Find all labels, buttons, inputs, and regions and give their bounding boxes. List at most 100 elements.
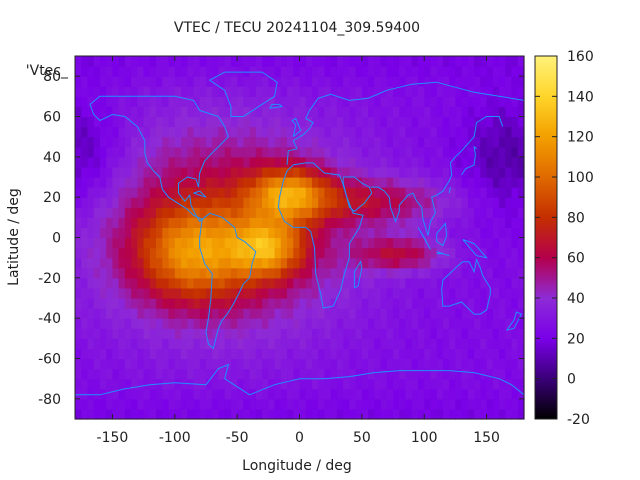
- heatmap-cell: [336, 66, 344, 77]
- heatmap-cell: [405, 358, 413, 370]
- heatmap-cell: [474, 277, 481, 289]
- heatmap-cell: [430, 368, 438, 380]
- heatmap-cell: [318, 338, 326, 350]
- heatmap-cell: [430, 76, 438, 87]
- heatmap-cell: [131, 136, 138, 148]
- heatmap-cell: [205, 197, 213, 208]
- heatmap-cell: [499, 197, 506, 208]
- heatmap-cell: [205, 207, 213, 218]
- heatmap-cell: [99, 126, 107, 138]
- heatmap-cell: [368, 388, 375, 400]
- heatmap-cell: [505, 207, 513, 218]
- heatmap-cell: [380, 318, 388, 329]
- heatmap-cell: [162, 177, 170, 188]
- heatmap-cell: [205, 96, 213, 108]
- heatmap-cell: [486, 358, 494, 370]
- heatmap-cell: [93, 227, 101, 239]
- heatmap-cell: [162, 207, 170, 218]
- heatmap-cell: [361, 298, 369, 309]
- heatmap-cell: [442, 146, 450, 158]
- heatmap-cell: [262, 237, 269, 249]
- heatmap-cell: [118, 227, 126, 239]
- heatmap-cell: [474, 66, 481, 77]
- heatmap-cell: [218, 378, 226, 390]
- heatmap-cell: [143, 257, 151, 269]
- heatmap-cell: [405, 267, 413, 279]
- heatmap-cell: [349, 308, 357, 319]
- heatmap-cell: [355, 207, 363, 218]
- heatmap-cell: [293, 328, 301, 339]
- heatmap-cell: [467, 56, 475, 67]
- heatmap-cell: [124, 227, 132, 239]
- heatmap-cell: [411, 287, 419, 299]
- heatmap-cell: [480, 267, 488, 279]
- heatmap-cell: [355, 368, 363, 380]
- heatmap-cell: [237, 96, 244, 108]
- heatmap-cell: [149, 247, 157, 259]
- heatmap-cell: [174, 298, 182, 309]
- heatmap-cell: [118, 318, 126, 329]
- heatmap-cell: [480, 217, 488, 229]
- heatmap-cell: [399, 398, 407, 410]
- heatmap-cell: [106, 308, 114, 319]
- heatmap-cell: [149, 398, 157, 410]
- heatmap-cell: [505, 126, 513, 138]
- heatmap-cell: [374, 56, 382, 67]
- heatmap-cell: [137, 116, 145, 128]
- heatmap-cell: [505, 76, 513, 87]
- heatmap-cell: [305, 358, 313, 370]
- heatmap-cell: [75, 156, 82, 168]
- heatmap-cell: [480, 136, 488, 148]
- heatmap-cell: [205, 126, 213, 138]
- heatmap-cell: [430, 166, 438, 178]
- heatmap-cell: [436, 308, 444, 319]
- heatmap-cell: [224, 66, 232, 77]
- heatmap-cell: [399, 328, 407, 339]
- heatmap-cell: [218, 187, 226, 198]
- heatmap-cell: [230, 207, 238, 218]
- coastline: [75, 363, 525, 396]
- heatmap-cell: [355, 358, 363, 370]
- heatmap-cell: [162, 378, 170, 390]
- heatmap-cell: [149, 187, 157, 198]
- heatmap-cell: [424, 318, 432, 329]
- heatmap-cell: [449, 197, 457, 208]
- heatmap-cell: [386, 358, 394, 370]
- heatmap-cell: [330, 368, 338, 380]
- heatmap-cell: [237, 348, 244, 360]
- heatmap-cell: [174, 166, 182, 178]
- heatmap-cell: [311, 207, 319, 218]
- heatmap-cell: [156, 227, 163, 239]
- heatmap-cell: [293, 187, 301, 198]
- coastline: [208, 71, 278, 117]
- heatmap-cell: [274, 106, 282, 118]
- heatmap-cell: [449, 56, 457, 67]
- heatmap-cell: [124, 358, 132, 370]
- heatmap-cell: [343, 66, 350, 77]
- heatmap-cell: [124, 207, 132, 218]
- heatmap-cell: [205, 318, 213, 329]
- heatmap-cell: [492, 247, 500, 259]
- heatmap-cell: [336, 86, 344, 97]
- heatmap-cell: [380, 197, 388, 208]
- heatmap-cell: [280, 408, 288, 420]
- heatmap-cell: [324, 146, 332, 158]
- heatmap-cell: [268, 56, 276, 67]
- heatmap-cell: [287, 197, 294, 208]
- heatmap-cell: [349, 408, 357, 420]
- heatmap-cell: [480, 318, 488, 329]
- heatmap-cell: [218, 66, 226, 77]
- heatmap-cell: [274, 227, 282, 239]
- heatmap-cell: [393, 368, 400, 380]
- heatmap-cell: [361, 388, 369, 400]
- heatmap-cell: [243, 247, 251, 259]
- heatmap-cell: [374, 388, 382, 400]
- heatmap-cell: [212, 106, 220, 118]
- heatmap-cell: [417, 106, 425, 118]
- heatmap-cell: [280, 116, 288, 128]
- heatmap-cell: [411, 408, 419, 420]
- heatmap-cell: [349, 247, 357, 259]
- heatmap-cell: [181, 257, 188, 269]
- heatmap-cell: [112, 86, 120, 97]
- heatmap-cell: [237, 318, 244, 329]
